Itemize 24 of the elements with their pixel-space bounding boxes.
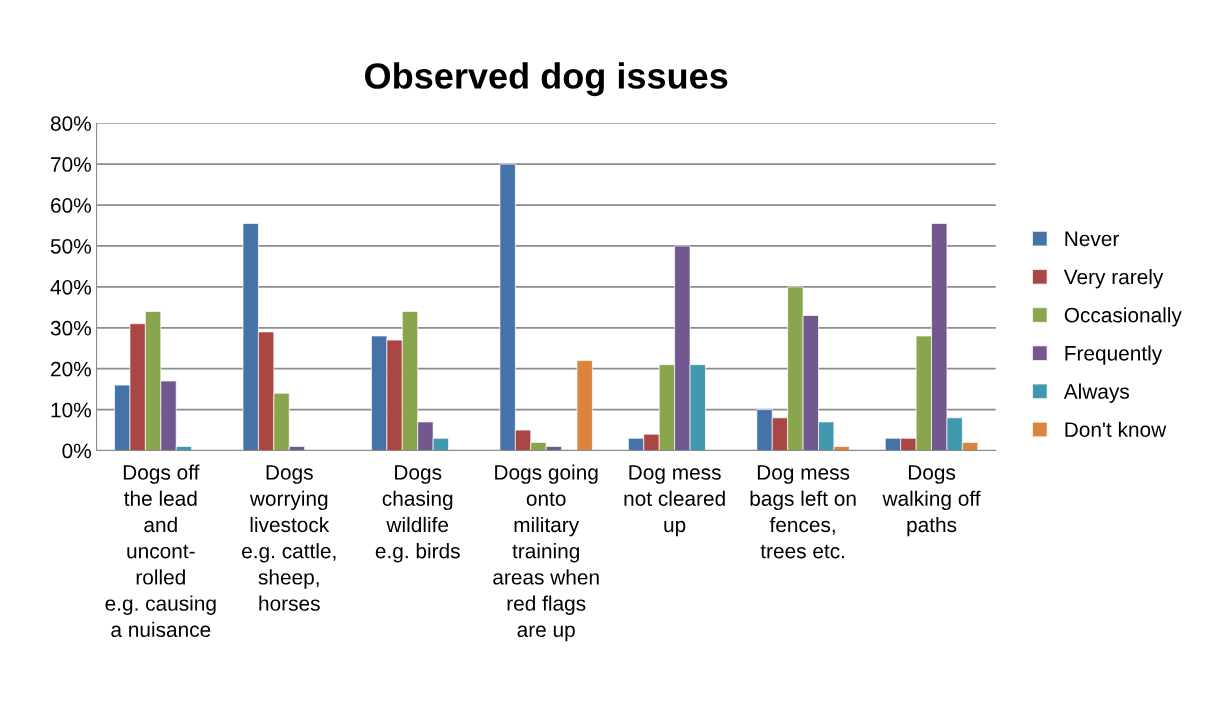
x-tick-label: Dog mess not cleared up <box>624 465 725 537</box>
legend-label: Frequently <box>1065 345 1163 365</box>
legend-label: Always <box>1063 383 1129 403</box>
y-tick-label: 60% <box>51 198 91 213</box>
x-tick-label: Dogs going onto military training areas when red flags are up <box>493 464 599 642</box>
y-tick-label: 80% <box>50 116 91 131</box>
y-tick-label: 10% <box>51 402 91 418</box>
legend-label: Very rarely <box>1063 269 1164 289</box>
y-tick-label: 50% <box>50 238 91 254</box>
legend-label: Never <box>1065 231 1119 247</box>
x-tick-label: Dogs walking off paths <box>882 465 981 537</box>
y-tick-label: 20% <box>51 361 91 377</box>
x-tick-label: Dogs off the lead and uncont- rolled e.g. causing a nuisance <box>105 464 216 638</box>
x-tick-label: Dogs chasing wildlife e.g. birds <box>375 465 460 563</box>
y-tick-label: 0% <box>62 443 91 459</box>
x-tick-label: Dog mess bags left on fences, trees etc. <box>750 465 856 559</box>
legend-label: Occasionally <box>1064 307 1182 327</box>
y-tick-label: 40% <box>50 279 91 295</box>
bar <box>576 360 593 451</box>
chart-title: Observed dog issues <box>365 62 728 97</box>
legend-label: Don't know <box>1065 421 1167 437</box>
y-tick-label: 30% <box>50 320 91 336</box>
x-tick-label: Dogs worrying livestock e.g. cattle, sheep, horses <box>242 465 336 611</box>
y-tick-label: 70% <box>51 157 91 172</box>
